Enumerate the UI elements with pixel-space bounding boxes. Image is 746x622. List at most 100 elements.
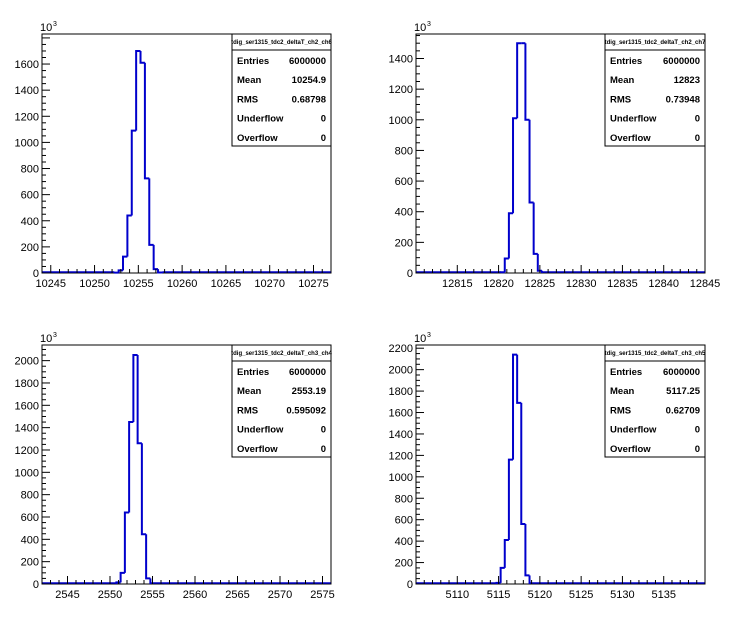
histogram-bin	[143, 62, 150, 180]
y-tick-label: 1800	[389, 386, 413, 398]
y-tick-label: 2000	[389, 365, 413, 377]
plot-frame	[415, 344, 706, 585]
x-tick-label: 10245	[35, 278, 66, 290]
y-exponent-power: 3	[53, 21, 57, 28]
x-tick-label: 2560	[183, 589, 207, 601]
stat-label-entries: Entries	[237, 56, 269, 67]
stat-label-underflow: Underflow	[237, 114, 284, 125]
stat-value-mean: 10254.9	[292, 75, 326, 86]
y-tick-label: 800	[395, 493, 413, 505]
x-tick-label: 5120	[528, 589, 552, 601]
y-tick-label: 600	[21, 512, 39, 524]
histogram-bin	[503, 539, 509, 568]
x-tick-label: 5115	[487, 589, 511, 601]
x-tick-label: 2550	[98, 589, 122, 601]
stat-value-underflow: 0	[321, 114, 326, 125]
histogram-bin	[516, 354, 522, 404]
x-tick-label: 10250	[79, 278, 110, 290]
stat-value-entries: 6000000	[289, 367, 326, 378]
x-tick-label: 12830	[566, 278, 597, 290]
histogram-bin	[499, 566, 505, 583]
histogram-panel-4: 5110 5115 5120 5125 5130 51350200400600800100…	[389, 332, 707, 601]
histogram-bin	[123, 511, 130, 573]
y-tick-label: 800	[21, 164, 39, 176]
y-tick-label: 1400	[389, 429, 413, 441]
histogram-bin	[524, 523, 530, 577]
y-tick-label: 1600	[389, 408, 413, 420]
y-tick-label: 800	[395, 145, 413, 157]
stat-value-underflow: 0	[695, 114, 700, 125]
y-tick-label: 1400	[15, 423, 39, 435]
histogram-bin	[532, 202, 538, 255]
y-tick-label: 1200	[15, 111, 39, 123]
y-tick-label: 600	[21, 190, 39, 202]
stat-label-mean: Mean	[237, 75, 261, 86]
stat-value-rms: 0.595092	[286, 405, 326, 416]
stats-box-frame	[604, 33, 706, 147]
x-tick-label: 2555	[140, 589, 164, 601]
histogram-bin	[499, 271, 505, 274]
histogram-title: tdig_ser1315_tdc2_deltaT_ch3_ch5	[605, 351, 706, 357]
y-tick-label: 800	[21, 490, 39, 502]
y-tick-label: 600	[395, 176, 413, 188]
stats-box-frame	[231, 33, 332, 147]
histogram-bin	[512, 353, 518, 460]
histogram-title: tdig_ser1315_tdc2_deltaT_ch2_ch7	[605, 40, 706, 46]
y-tick-label: 200	[21, 557, 39, 569]
y-tick-label: 200	[21, 242, 39, 254]
histogram-title: tdig_ser1315_tdc2_deltaT_ch3_ch4	[231, 351, 332, 357]
stat-label-underflow: Underflow	[610, 425, 657, 436]
y-tick-label: 0	[407, 268, 413, 280]
histogram-bin	[507, 212, 514, 259]
y-tick-label: 400	[395, 207, 413, 219]
x-tick-label: 5125	[569, 589, 593, 601]
stat-value-mean: 5117.25	[666, 386, 701, 397]
x-tick-label: 5135	[651, 589, 675, 601]
stat-value-mean: 2553.19	[292, 386, 326, 397]
stat-value-overflow: 0	[321, 133, 326, 144]
y-exponent-label: 10	[414, 22, 426, 34]
y-exponent-label: 10	[414, 333, 426, 345]
histogram-bin	[117, 269, 124, 273]
stat-value-rms: 0.62709	[666, 405, 700, 416]
histogram-bin	[128, 421, 134, 513]
histogram-bin	[516, 42, 522, 119]
y-tick-label: 1000	[389, 472, 413, 484]
stat-value-entries: 6000000	[663, 367, 700, 378]
x-tick-label: 10260	[167, 278, 198, 290]
x-tick-label: 2575	[310, 589, 334, 601]
histogram-bin	[148, 178, 154, 246]
histogram-bin	[132, 354, 138, 423]
y-tick-label: 400	[21, 216, 39, 228]
y-tick-label: 2200	[389, 343, 413, 355]
y-exponent-power: 3	[427, 21, 431, 28]
y-exponent-label: 10	[40, 22, 52, 34]
stat-label-underflow: Underflow	[610, 114, 657, 125]
y-tick-label: 600	[395, 515, 413, 527]
stat-label-entries: Entries	[610, 56, 642, 67]
x-tick-label: 10270	[254, 278, 285, 290]
stat-value-underflow: 0	[321, 425, 326, 436]
x-tick-label: 12845	[690, 278, 721, 290]
stat-value-underflow: 0	[695, 425, 700, 436]
stat-value-overflow: 0	[321, 444, 326, 455]
histogram-bin	[122, 255, 128, 271]
histogram-bin	[157, 269, 163, 274]
y-tick-label: 1000	[389, 115, 413, 127]
stats-box-frame	[231, 344, 332, 458]
stat-value-overflow: 0	[695, 133, 700, 144]
x-tick-label: 12835	[607, 278, 638, 290]
stat-label-rms: RMS	[237, 94, 258, 105]
stat-value-entries: 6000000	[663, 56, 700, 67]
histogram-bin	[139, 50, 145, 64]
stat-label-rms: RMS	[610, 405, 631, 416]
stat-label-mean: Mean	[610, 386, 634, 397]
y-tick-label: 400	[395, 536, 413, 548]
stat-label-overflow: Overflow	[610, 133, 651, 144]
histogram-bin	[145, 534, 151, 580]
x-tick-label: 5110	[445, 589, 469, 601]
histogram-bin	[130, 129, 137, 216]
y-tick-label: 0	[407, 579, 413, 591]
y-tick-label: 400	[21, 534, 39, 546]
